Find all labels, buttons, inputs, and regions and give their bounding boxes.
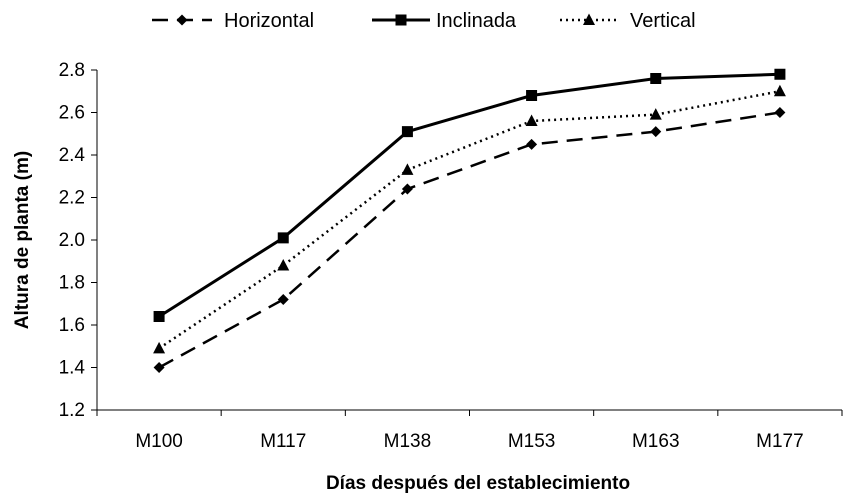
data-point-horizontal: [277, 294, 289, 305]
x-tick-label: M138: [384, 431, 432, 452]
data-point-vertical: [773, 84, 786, 97]
data-point-horizontal: [526, 138, 538, 150]
x-tick-label: M177: [756, 431, 804, 452]
data-point-inclinada: [526, 90, 538, 101]
legend-item-vertical: Vertical: [560, 10, 696, 32]
data-point-inclinada: [774, 68, 786, 80]
series-horizontal: [153, 107, 786, 373]
data-point-vertical: [525, 114, 538, 126]
y-tick-label: 1.6: [59, 315, 85, 336]
y-tick-label: 2.2: [59, 188, 85, 209]
data-point-horizontal: [650, 126, 662, 138]
data-point-horizontal: [774, 107, 786, 118]
legend-marker-inclinada: [395, 14, 407, 26]
data-point-vertical: [649, 108, 662, 120]
data-point-horizontal: [401, 183, 413, 195]
series-line-vertical: [158, 90, 781, 350]
series-inclinada: [153, 68, 786, 322]
series-line-horizontal: [158, 111, 781, 369]
data-point-horizontal: [153, 362, 165, 373]
y-tick-label: 1.2: [59, 400, 85, 421]
y-tick-label: 2.4: [59, 145, 86, 166]
legend-label-horizontal: Horizontal: [224, 10, 314, 32]
legend-label-inclinada: Inclinada: [436, 10, 517, 32]
series-line-inclinada: [158, 72, 780, 318]
series-layer: [153, 68, 786, 373]
x-tick-label: M153: [508, 431, 556, 452]
y-tick-label: 1.4: [59, 358, 86, 379]
axes: 1.2 1.4 1.6 1.8 2.0 2.2 2.4 2.6 2.8 M100 M117 M138 M…: [59, 60, 843, 452]
y-tick-label: 2.6: [59, 103, 85, 124]
legend-item-horizontal: Horizontal: [152, 10, 314, 32]
y-tick-label: 1.8: [59, 273, 85, 294]
data-point-vertical: [153, 341, 166, 354]
legend-marker-horizontal: [176, 14, 188, 26]
data-point-inclinada: [650, 73, 662, 84]
x-tick-label: M100: [135, 431, 183, 452]
x-tick-label: M117: [260, 431, 306, 452]
legend: Horizontal Inclinada Vertical: [152, 10, 696, 32]
y-tick-label: 2.0: [59, 230, 85, 251]
data-point-inclinada: [153, 311, 165, 322]
y-axis-title: Altura de planta (m): [12, 151, 33, 329]
legend-label-vertical: Vertical: [630, 10, 696, 32]
data-point-inclinada: [401, 126, 413, 138]
y-tick-label: 2.8: [59, 60, 85, 81]
x-axis-title: Días después del establecimiento: [326, 473, 630, 494]
series-vertical: [153, 84, 786, 354]
data-point-vertical: [401, 163, 414, 175]
data-point-vertical: [277, 259, 290, 271]
legend-item-inclinada: Inclinada: [372, 10, 517, 32]
x-tick-label: M163: [632, 431, 680, 452]
data-point-inclinada: [277, 232, 289, 244]
legend-marker-vertical: [583, 13, 595, 25]
